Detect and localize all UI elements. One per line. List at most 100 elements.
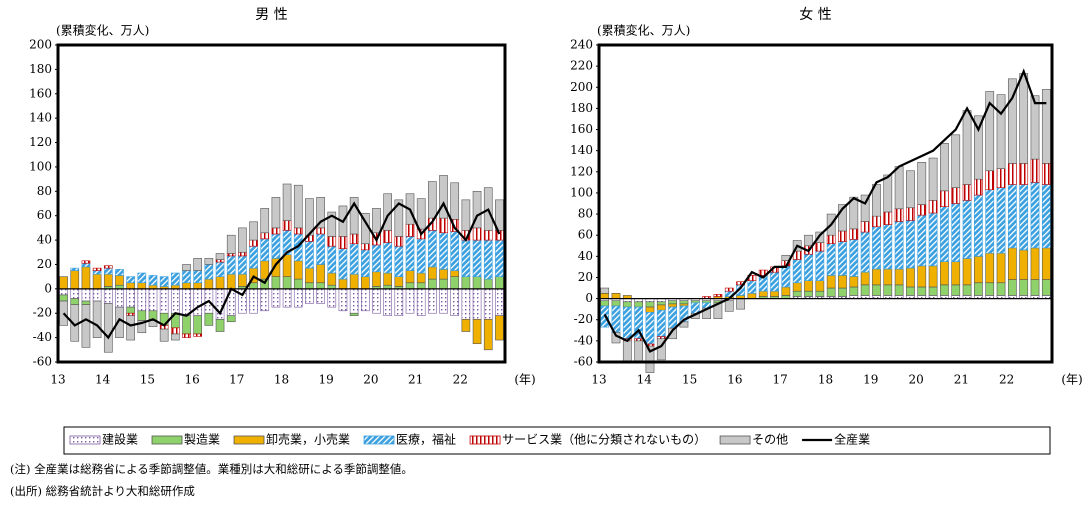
bar-segment xyxy=(472,227,482,241)
bar-segment xyxy=(305,282,314,290)
bar-segment xyxy=(238,227,247,253)
bars xyxy=(59,175,504,353)
bar-segment xyxy=(405,223,415,237)
y-tick-label: -40 xyxy=(33,330,52,344)
bar-segment xyxy=(182,288,191,316)
bar-segment xyxy=(906,207,915,221)
bar-segment xyxy=(622,340,632,363)
bar-segment xyxy=(634,338,644,342)
bar-segment xyxy=(917,286,927,296)
bar-segment xyxy=(59,294,68,302)
plot-frame xyxy=(56,43,507,364)
bar-segment xyxy=(70,270,80,290)
bar-segment xyxy=(872,268,881,286)
bar-segment xyxy=(182,282,191,290)
bar-segment xyxy=(372,271,381,287)
x-tick-label: 18 xyxy=(818,373,833,387)
legend-swatch xyxy=(151,435,183,445)
bar-segment xyxy=(338,236,348,249)
bar-segment xyxy=(600,287,610,294)
bar-segment xyxy=(271,227,281,235)
bar-segment xyxy=(372,208,381,234)
bar-segment xyxy=(148,275,158,286)
bar-segment xyxy=(804,280,813,292)
bar-segment xyxy=(282,220,292,231)
bar-segment xyxy=(826,287,836,297)
bar-segment xyxy=(826,234,836,244)
chart-title: 女 性 xyxy=(799,6,831,23)
bar-segment xyxy=(103,267,113,275)
bar-segment xyxy=(962,258,972,286)
bar-segment xyxy=(126,282,135,290)
bar-segment xyxy=(860,284,870,296)
bar-segment xyxy=(316,197,325,229)
bar-segment xyxy=(439,232,448,270)
bar-segment xyxy=(679,303,689,307)
bar-segment xyxy=(1019,279,1029,296)
bar-segment xyxy=(416,288,426,316)
bar-segment xyxy=(215,259,225,263)
bar-segment xyxy=(747,293,757,299)
bar-segment xyxy=(271,197,281,229)
bar-segment xyxy=(690,302,700,314)
bar-segment xyxy=(394,245,404,277)
bar-segment xyxy=(349,312,359,316)
bar-segment xyxy=(611,300,621,307)
bar-segment xyxy=(327,245,337,274)
x-tick-label: 20 xyxy=(908,373,923,387)
bar-segment xyxy=(940,142,949,192)
bar-segment xyxy=(81,266,91,290)
bar-segment xyxy=(1007,184,1017,249)
bar-segment xyxy=(126,315,135,341)
bar-segment xyxy=(1030,95,1040,160)
bar-segment xyxy=(215,319,225,332)
bar-segment xyxy=(472,239,482,277)
bar-segment xyxy=(182,270,191,284)
bar-segment xyxy=(996,187,1006,254)
bar-segment xyxy=(962,184,972,201)
bar-segment xyxy=(792,282,802,292)
bar-segment xyxy=(928,265,938,288)
y-tick-label: -20 xyxy=(33,306,52,320)
x-tick-label: 19 xyxy=(319,373,334,387)
bar-segment xyxy=(656,309,666,337)
bar-segment xyxy=(928,157,938,201)
bar-segment xyxy=(940,261,949,286)
bar-segment xyxy=(81,288,91,302)
bar-segment xyxy=(450,270,460,277)
bar-segment xyxy=(405,288,415,314)
bar-segment xyxy=(1041,163,1051,185)
bar-segment xyxy=(690,300,700,304)
bar-segment xyxy=(215,276,225,290)
bar-segment xyxy=(293,260,303,280)
bar-segment xyxy=(815,242,825,252)
bar-segment xyxy=(137,288,147,312)
bar-segment xyxy=(758,290,768,297)
bar-segment xyxy=(171,333,180,341)
bar-segment xyxy=(495,199,504,231)
bar-segment xyxy=(883,224,893,270)
x-tick-label: 15 xyxy=(682,373,697,387)
bar-segment xyxy=(428,278,437,290)
bar-segment xyxy=(928,286,938,296)
bar-segment xyxy=(951,261,961,286)
bar-segment xyxy=(461,276,471,290)
bar-segment xyxy=(1007,247,1017,280)
x-tick-label: 21 xyxy=(954,373,969,387)
axis-unit: (累積変化、万人) xyxy=(597,23,690,38)
bar-segment xyxy=(293,227,303,235)
bar-segment xyxy=(917,265,927,288)
bar-segment xyxy=(238,273,247,287)
y-tick-label: 100 xyxy=(570,185,593,199)
bar-segment xyxy=(951,203,961,262)
bar-segment xyxy=(838,230,847,242)
bar-segment xyxy=(1030,182,1040,249)
bar-segment xyxy=(974,282,983,296)
bar-segment xyxy=(472,276,482,290)
bar-segment xyxy=(428,181,437,219)
legend-swatch xyxy=(363,435,395,445)
bar-segment xyxy=(804,290,813,297)
note: (注) 全産業は総務省による季節調整値。業種別は大和総研による季節調整値。 xyxy=(10,462,413,476)
bar-segment xyxy=(974,115,983,180)
bar-segment xyxy=(872,284,881,296)
